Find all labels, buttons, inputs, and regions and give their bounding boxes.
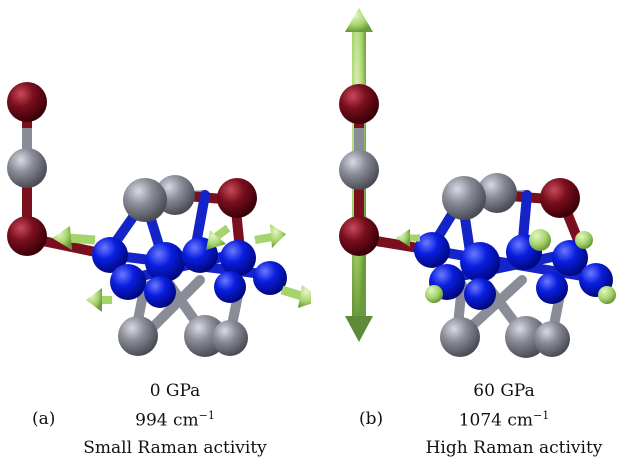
atom-sphere-icon bbox=[440, 317, 480, 357]
frequency-label: 1074 cm−1 bbox=[459, 409, 550, 431]
atom-sphere-icon bbox=[118, 316, 158, 356]
atom-sphere-icon bbox=[339, 216, 379, 256]
displacement-arrow-icon bbox=[52, 226, 96, 250]
atom-sphere-icon bbox=[534, 321, 570, 357]
atom-sphere-icon bbox=[460, 242, 500, 282]
bottom-carbon-atoms bbox=[118, 315, 248, 357]
displacement-arrow-icon bbox=[280, 285, 311, 308]
bottom-carbon-atoms bbox=[440, 316, 570, 358]
molecule-structure-b bbox=[339, 8, 616, 358]
atom-sphere-icon bbox=[414, 232, 450, 268]
frequency-value: 994 bbox=[135, 410, 168, 431]
atom-sphere-icon bbox=[220, 240, 256, 276]
frequency-unit: cm bbox=[507, 410, 534, 431]
atom-sphere-icon bbox=[123, 175, 257, 222]
pressure-label: 60 GPa bbox=[473, 381, 535, 401]
atom-sphere-icon bbox=[145, 242, 185, 282]
atom-sphere-icon bbox=[536, 272, 568, 304]
panel-label: (b) bbox=[359, 409, 384, 429]
frequency-value: 1074 bbox=[458, 410, 502, 431]
atom-sphere-icon bbox=[253, 261, 287, 295]
atom-sphere-icon bbox=[214, 271, 246, 303]
raman-activity-label: High Raman activity bbox=[425, 438, 603, 458]
atom-sphere-icon bbox=[7, 216, 47, 256]
frequency-label: 994 cm−1 bbox=[135, 409, 215, 431]
atom-sphere-icon bbox=[442, 173, 580, 220]
panel-label: (a) bbox=[32, 409, 56, 429]
atom-sphere-icon bbox=[339, 84, 379, 124]
atom-sphere-icon bbox=[464, 278, 496, 310]
molecule-structure-a bbox=[7, 82, 311, 357]
displacement-arrow-icon bbox=[575, 231, 593, 249]
panel-a: 0 GPa (a) 994 cm−1 Small Raman activity bbox=[0, 0, 311, 464]
displacement-arrow-icon bbox=[425, 285, 443, 303]
frequency-exponent: −1 bbox=[533, 409, 550, 422]
frequency-unit: cm bbox=[172, 410, 199, 431]
atom-sphere-icon bbox=[92, 237, 128, 273]
boron-atoms bbox=[92, 237, 287, 308]
displacement-arrow-icon bbox=[529, 229, 551, 251]
pressure-label: 0 GPa bbox=[149, 381, 201, 401]
atom-sphere-icon bbox=[552, 240, 588, 276]
boron-atoms bbox=[414, 232, 613, 310]
atom-sphere-icon bbox=[339, 150, 379, 190]
displacement-arrow-icon bbox=[254, 224, 286, 248]
atom-sphere-icon bbox=[144, 276, 176, 308]
carbonyl-chain bbox=[7, 82, 47, 256]
panel-b: 60 GPa (b) 1074 cm−1 High Raman activity bbox=[312, 0, 623, 464]
raman-activity-label: Small Raman activity bbox=[83, 438, 267, 458]
carbonyl-chain bbox=[339, 84, 379, 256]
atom-sphere-icon bbox=[110, 264, 146, 300]
atom-sphere-icon bbox=[7, 148, 47, 188]
displacement-arrow-icon bbox=[206, 224, 231, 250]
atom-sphere-icon bbox=[212, 320, 248, 356]
displacement-arrow-icon bbox=[598, 286, 616, 304]
frequency-exponent: −1 bbox=[198, 409, 215, 422]
displacement-arrow-icon bbox=[396, 229, 420, 247]
atom-sphere-icon bbox=[7, 82, 47, 122]
displacement-arrow-icon bbox=[86, 288, 112, 312]
